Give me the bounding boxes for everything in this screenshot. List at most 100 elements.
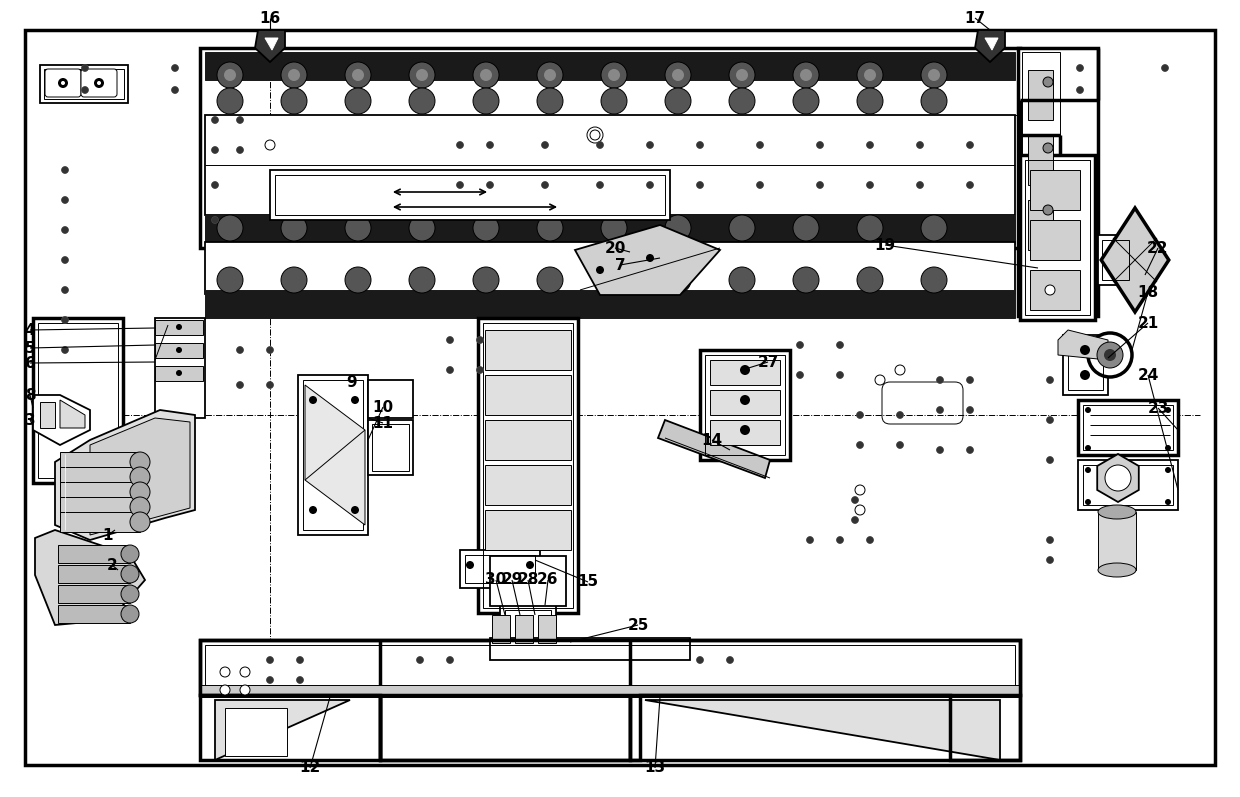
Polygon shape [305,385,365,525]
Bar [298,375,368,535]
Bar [515,615,533,643]
Bar [1028,70,1053,120]
Circle shape [62,167,68,174]
Circle shape [309,506,317,514]
Circle shape [446,657,454,663]
Circle shape [237,147,243,154]
Text: 2: 2 [107,557,118,572]
Circle shape [176,347,182,353]
Circle shape [837,371,843,379]
Circle shape [1076,87,1084,93]
Bar [477,318,578,613]
Circle shape [296,677,304,684]
Polygon shape [1101,208,1169,312]
FancyBboxPatch shape [45,69,81,97]
Text: 15: 15 [578,575,599,590]
Polygon shape [60,400,86,428]
Bar [155,318,205,418]
Circle shape [456,182,464,189]
Circle shape [281,215,308,241]
Bar [1078,400,1178,455]
Circle shape [296,677,304,684]
Circle shape [345,62,371,88]
Circle shape [601,215,627,241]
Ellipse shape [130,512,150,532]
Circle shape [921,88,947,114]
Circle shape [921,267,947,293]
Circle shape [897,442,904,449]
Bar [1097,235,1133,285]
Circle shape [82,87,88,93]
Circle shape [176,324,182,330]
Circle shape [486,182,494,189]
Circle shape [472,62,498,88]
Circle shape [1162,65,1168,72]
Bar [1025,160,1090,315]
Ellipse shape [1097,563,1136,577]
Circle shape [1166,407,1171,413]
Bar [711,420,780,445]
Circle shape [756,182,764,189]
Circle shape [857,442,863,449]
Text: 9: 9 [347,375,357,390]
Circle shape [1166,467,1171,473]
Bar [1078,460,1178,510]
Text: 21: 21 [1137,316,1158,331]
Circle shape [646,182,653,189]
Circle shape [345,88,371,114]
Bar [275,175,665,215]
Circle shape [62,347,68,354]
Circle shape [916,142,924,148]
Text: 13: 13 [645,760,666,775]
Circle shape [1097,342,1123,368]
Circle shape [857,88,883,114]
Text: 16: 16 [259,10,280,26]
Circle shape [966,376,973,383]
Circle shape [816,182,823,189]
Bar [1102,240,1128,280]
Text: 20: 20 [604,241,626,256]
Circle shape [241,685,250,695]
Bar [1083,465,1173,505]
Polygon shape [1097,454,1138,502]
Circle shape [417,657,424,663]
Bar [205,52,1016,80]
Circle shape [456,142,464,148]
Ellipse shape [122,545,139,563]
Circle shape [217,215,243,241]
Bar [379,695,630,760]
Circle shape [296,657,304,663]
Circle shape [409,88,435,114]
Circle shape [1047,536,1054,544]
Bar [368,420,413,475]
Ellipse shape [130,482,150,502]
Circle shape [796,371,804,379]
Circle shape [1047,417,1054,423]
Circle shape [237,116,243,124]
Circle shape [697,142,703,148]
Bar [1021,155,1095,320]
Circle shape [62,197,68,203]
Text: 22: 22 [1147,241,1169,256]
Circle shape [1076,65,1084,72]
Circle shape [897,411,904,418]
Circle shape [171,65,179,72]
Circle shape [1047,556,1054,563]
Circle shape [409,62,435,88]
Bar [200,48,1021,248]
Circle shape [796,371,804,379]
Circle shape [82,87,88,93]
Circle shape [472,267,498,293]
Bar [155,320,203,335]
Circle shape [1105,465,1131,491]
Circle shape [936,446,944,453]
Bar [1018,48,1097,316]
Circle shape [646,182,653,189]
Circle shape [472,88,498,114]
Bar [58,565,130,583]
Polygon shape [265,38,278,50]
Bar [224,708,286,756]
Ellipse shape [1097,505,1136,519]
Circle shape [171,87,179,93]
Circle shape [837,536,843,544]
